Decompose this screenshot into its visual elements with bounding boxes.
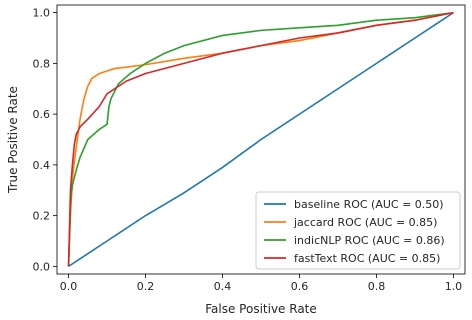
legend: baseline ROC (AUC = 0.50) jaccard ROC (AU…	[255, 191, 461, 270]
legend-label-2: indicNLP ROC (AUC = 0.86)	[294, 234, 445, 247]
series-line-2	[67, 11, 454, 267]
x-axis-label: False Positive Rate	[205, 302, 317, 316]
y-tick-label: 0.4	[33, 159, 51, 172]
x-tick-label: 0.4	[214, 280, 232, 293]
x-tick-label: 1.0	[445, 280, 463, 293]
legend-label-3: fastText ROC (AUC = 0.85)	[294, 252, 440, 265]
series-line-0	[68, 11, 454, 268]
y-tick-label: 0.2	[33, 210, 51, 223]
plot-frame	[56, 4, 466, 275]
y-tick-label: 0.8	[33, 57, 51, 70]
legend-box	[255, 191, 461, 270]
x-tick-label: 0.8	[368, 280, 386, 293]
ticks-layer: 0.0 0.2 0.4 0.6 0.8 1.0 0.0 0.2 0.4 0.6 0.8 1.0	[33, 7, 463, 293]
x-tick-label: 0.0	[60, 280, 78, 293]
series-line-3	[67, 11, 454, 267]
y-axis-label: True Positive Rate	[6, 86, 20, 194]
y-tick-label: 0.6	[33, 108, 51, 121]
legend-label-1: jaccard ROC (AUC = 0.85)	[293, 216, 437, 229]
series-line-1	[67, 11, 454, 267]
y-tick-label: 1.0	[33, 7, 51, 20]
x-tick-label: 0.2	[137, 280, 155, 293]
y-tick-label: 0.0	[33, 260, 51, 273]
x-tick-label: 0.6	[291, 280, 309, 293]
series-layer	[67, 11, 454, 268]
legend-label-0: baseline ROC (AUC = 0.50)	[294, 198, 444, 211]
